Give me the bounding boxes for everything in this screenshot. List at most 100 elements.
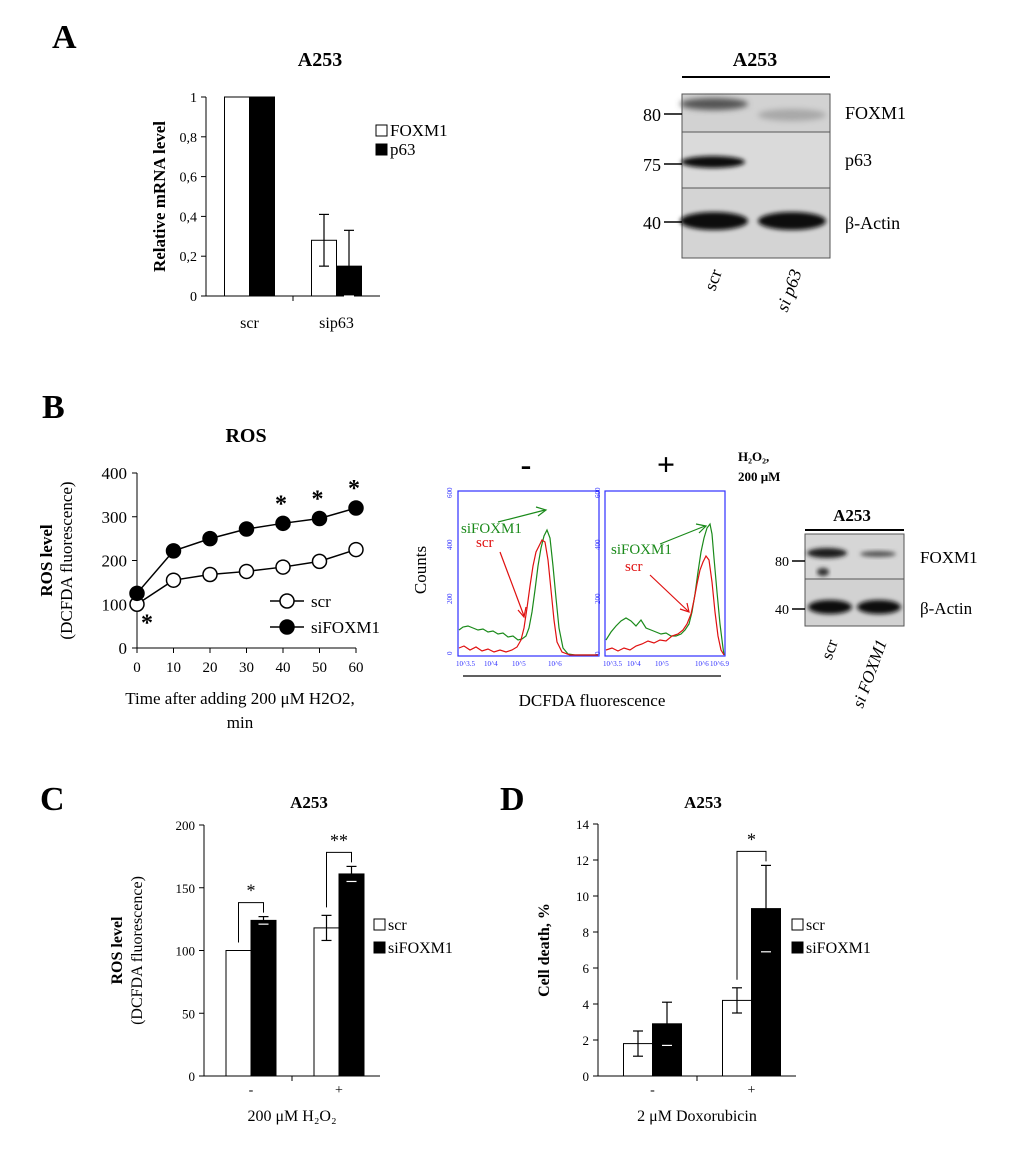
y-tick-label: 6 (583, 961, 590, 976)
flow-treatment-line1: H₂O₂, (738, 449, 769, 464)
flow-curve-plus-sifoxm1 (605, 522, 725, 656)
significance-mark: * (247, 881, 256, 901)
data-point (238, 563, 255, 580)
legend-marker (279, 593, 295, 609)
b-band-foxm1-spot (817, 568, 829, 576)
legend-swatch (791, 941, 804, 954)
data-point (238, 521, 255, 537)
flow-axis-ticks: 600 400 200 0 600 400 200 0 10^3.5 10^4 … (446, 487, 730, 668)
x-tick-label: 60 (349, 660, 364, 676)
significance-mark: * (747, 829, 756, 849)
x-tick-label: 0 (133, 660, 141, 676)
flow-arrow-sifoxm1-plus (659, 525, 706, 545)
x-tick-label: 40 (276, 660, 291, 676)
data-point (311, 510, 328, 527)
flow-ytick-200-plus: 200 (594, 593, 602, 604)
a-band-actin-sip63 (758, 212, 826, 230)
flow-ytick-600-plus: 600 (594, 487, 602, 498)
legend-swatch (791, 918, 804, 931)
a-blot-lane-scr: scr (700, 267, 726, 294)
y-axis-label-2: (DCFDA fluorescence) (57, 481, 76, 639)
legend-label: FOXM1 (390, 121, 448, 140)
flow-label-scr-minus: scr (476, 535, 494, 551)
y-tick-label: 200 (102, 552, 128, 571)
panel-b-flow-histograms: - + H₂O₂, 200 μM Counts 600 400 200 0 60… (411, 446, 780, 710)
chart-title: A253 (290, 793, 328, 812)
b-band-foxm1-scr (807, 548, 847, 558)
panel-letter-a: A (52, 19, 77, 56)
y-tick-label: 0 (189, 1069, 196, 1084)
flow-condition-plus: + (657, 446, 675, 482)
y-tick-label: 100 (176, 944, 196, 959)
flow-label-sifoxm1-plus: siFOXM1 (611, 542, 672, 558)
b-band-actin-scr (808, 600, 852, 614)
x-category-label: - (249, 1083, 254, 1098)
flow-treatment-line2: 200 μM (738, 469, 780, 484)
significance-star: * (348, 476, 360, 502)
y-tick-label: 14 (576, 817, 590, 832)
flow-ytick-400-minus: 400 (446, 539, 454, 550)
x-tick-label: 50 (312, 660, 327, 676)
data-point (165, 543, 182, 559)
bar (313, 927, 340, 1077)
y-tick-label: 0 (119, 639, 128, 658)
y-axis-label-2: (DCFDA fluorescence) (129, 876, 146, 1025)
x-category-label: scr (240, 315, 259, 332)
flow-arrowhead-scr-plus (679, 602, 690, 613)
a-band-actin-scr (680, 212, 748, 230)
b-blot-marker-40: 40 (775, 603, 789, 618)
x-tick-label: 10 (166, 660, 181, 676)
flow-xtick-minus-2: 10^4 (484, 660, 498, 668)
y-tick-label: 2 (583, 1033, 590, 1048)
legend-label: siFOXM1 (311, 618, 380, 637)
b-blot-lane-scr: scr (817, 637, 842, 662)
panel-a-western-blot: A253 80 75 40 FOXM1 p63 β-Actin scr si p… (643, 49, 906, 314)
significance-star: * (275, 491, 287, 517)
legend-label: scr (806, 917, 825, 934)
significance-star: * (312, 487, 324, 513)
data-point (311, 553, 328, 570)
x-category-label: + (335, 1083, 343, 1098)
a-blot-title: A253 (733, 49, 777, 71)
y-tick-label: 1 (190, 91, 197, 106)
y-tick-label: 4 (583, 997, 590, 1012)
b-blot-band-label-foxm1: FOXM1 (920, 548, 978, 567)
flow-ytick-0-plus: 0 (594, 651, 602, 655)
flow-curve-minus-sifoxm1 (458, 528, 598, 656)
x-category-label: - (650, 1083, 655, 1098)
y-tick-label: 0 (190, 290, 197, 305)
a-blot-marker-40: 40 (643, 213, 661, 233)
b-blot-lane-sifoxm1: si FOXM1 (849, 637, 891, 710)
flow-xtick-plus-2: 10^4 (627, 660, 641, 668)
flow-arrowhead-scr-minus (517, 606, 527, 619)
flow-arrow-sifoxm1-minus (497, 509, 546, 523)
y-tick-label: 10 (576, 889, 589, 904)
y-tick-label: 300 (102, 508, 128, 527)
a-band-foxm1-scr (680, 98, 748, 110)
legend-label: siFOXM1 (388, 940, 453, 957)
significance-mark: ** (330, 830, 348, 850)
flow-curve-plus-scr (605, 554, 725, 656)
significance-bracket (736, 850, 767, 980)
flow-ytick-400-plus: 400 (594, 539, 602, 550)
flow-ytick-200-minus: 200 (446, 593, 454, 604)
a-blot-marker-75: 75 (643, 155, 661, 175)
chart-title: A253 (298, 49, 342, 71)
y-tick-label: 0,6 (180, 171, 198, 186)
legend-label: p63 (390, 140, 416, 159)
bar (338, 873, 365, 1077)
panel-b-western-blot: A253 80 40 FOXM1 β-Actin scr si FOXM1 (775, 506, 978, 710)
y-axis-label: ROS level (109, 916, 126, 985)
bar (225, 950, 252, 1077)
y-tick-label: 150 (176, 881, 196, 896)
flow-xlabel: DCFDA fluorescence (519, 691, 666, 710)
legend-label: siFOXM1 (806, 940, 871, 957)
bar (250, 919, 277, 1077)
chart-title: ROS (225, 425, 266, 447)
flow-condition-minus: - (521, 446, 532, 482)
flow-xtick-minus-4: 10^6 (548, 660, 562, 668)
legend-swatch (375, 124, 388, 137)
flow-frame-minus (457, 490, 600, 657)
legend-marker (279, 619, 295, 635)
